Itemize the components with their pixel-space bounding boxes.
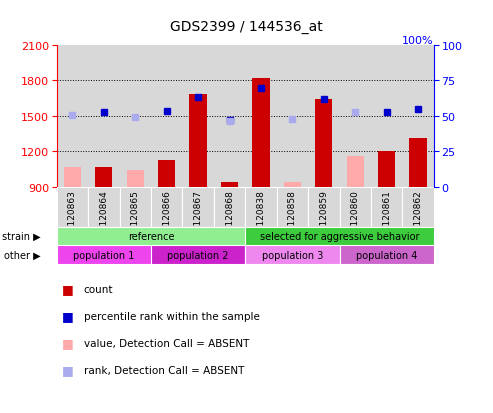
Text: population 2: population 2 (168, 250, 229, 260)
Bar (245, 188, 277, 228)
Bar (182, 188, 214, 228)
Bar (340, 246, 434, 264)
Bar (340, 45, 371, 188)
Text: GSM120863: GSM120863 (68, 190, 77, 244)
Bar (371, 188, 402, 228)
Bar (315, 100, 332, 188)
Text: population 1: population 1 (73, 250, 135, 260)
Bar (221, 183, 238, 188)
Text: reference: reference (128, 232, 174, 242)
Text: count: count (84, 284, 113, 294)
Bar (347, 156, 364, 188)
Text: GSM120838: GSM120838 (256, 190, 266, 244)
Text: ■: ■ (62, 282, 73, 296)
Bar (151, 45, 182, 188)
Bar (371, 45, 402, 188)
Bar (245, 228, 434, 246)
Bar (95, 167, 112, 188)
Bar (340, 188, 371, 228)
Bar (252, 78, 270, 188)
Text: population 4: population 4 (356, 250, 418, 260)
Text: GSM120864: GSM120864 (99, 190, 108, 244)
Text: strain ▶: strain ▶ (2, 232, 41, 242)
Text: GSM120862: GSM120862 (414, 190, 423, 244)
Text: GSM120858: GSM120858 (288, 190, 297, 244)
Bar (57, 45, 88, 188)
Bar (347, 166, 364, 188)
Text: 100%: 100% (402, 36, 434, 45)
Bar (284, 183, 301, 188)
Bar (151, 188, 182, 228)
Bar (158, 160, 176, 188)
Bar (308, 45, 340, 188)
Text: selected for aggressive behavior: selected for aggressive behavior (260, 232, 420, 242)
Text: GSM120865: GSM120865 (131, 190, 140, 244)
Bar (119, 45, 151, 188)
Bar (402, 188, 434, 228)
Bar (182, 45, 214, 188)
Bar (245, 246, 340, 264)
Bar (245, 45, 277, 188)
Text: GSM120867: GSM120867 (194, 190, 203, 244)
Bar (88, 188, 119, 228)
Bar (119, 188, 151, 228)
Bar (410, 139, 427, 188)
Text: ■: ■ (62, 309, 73, 323)
Bar (57, 228, 245, 246)
Bar (64, 167, 81, 188)
Bar (189, 95, 207, 188)
Bar (402, 45, 434, 188)
Bar (308, 188, 340, 228)
Text: GSM120861: GSM120861 (382, 190, 391, 244)
Bar (214, 45, 246, 188)
Text: other ▶: other ▶ (4, 250, 41, 260)
Text: population 3: population 3 (262, 250, 323, 260)
Text: rank, Detection Call = ABSENT: rank, Detection Call = ABSENT (84, 365, 244, 375)
Bar (214, 188, 246, 228)
Text: GSM120860: GSM120860 (351, 190, 360, 244)
Bar (127, 171, 144, 188)
Text: GSM120868: GSM120868 (225, 190, 234, 244)
Bar (277, 45, 308, 188)
Text: ■: ■ (62, 363, 73, 376)
Text: GDS2399 / 144536_at: GDS2399 / 144536_at (170, 20, 323, 34)
Text: GSM120866: GSM120866 (162, 190, 171, 244)
Bar (277, 188, 308, 228)
Text: GSM120859: GSM120859 (319, 190, 328, 244)
Bar (88, 45, 119, 188)
Text: value, Detection Call = ABSENT: value, Detection Call = ABSENT (84, 338, 249, 348)
Bar (57, 246, 151, 264)
Bar (378, 152, 395, 188)
Text: percentile rank within the sample: percentile rank within the sample (84, 311, 260, 321)
Text: ■: ■ (62, 336, 73, 349)
Bar (57, 188, 88, 228)
Bar (151, 246, 245, 264)
